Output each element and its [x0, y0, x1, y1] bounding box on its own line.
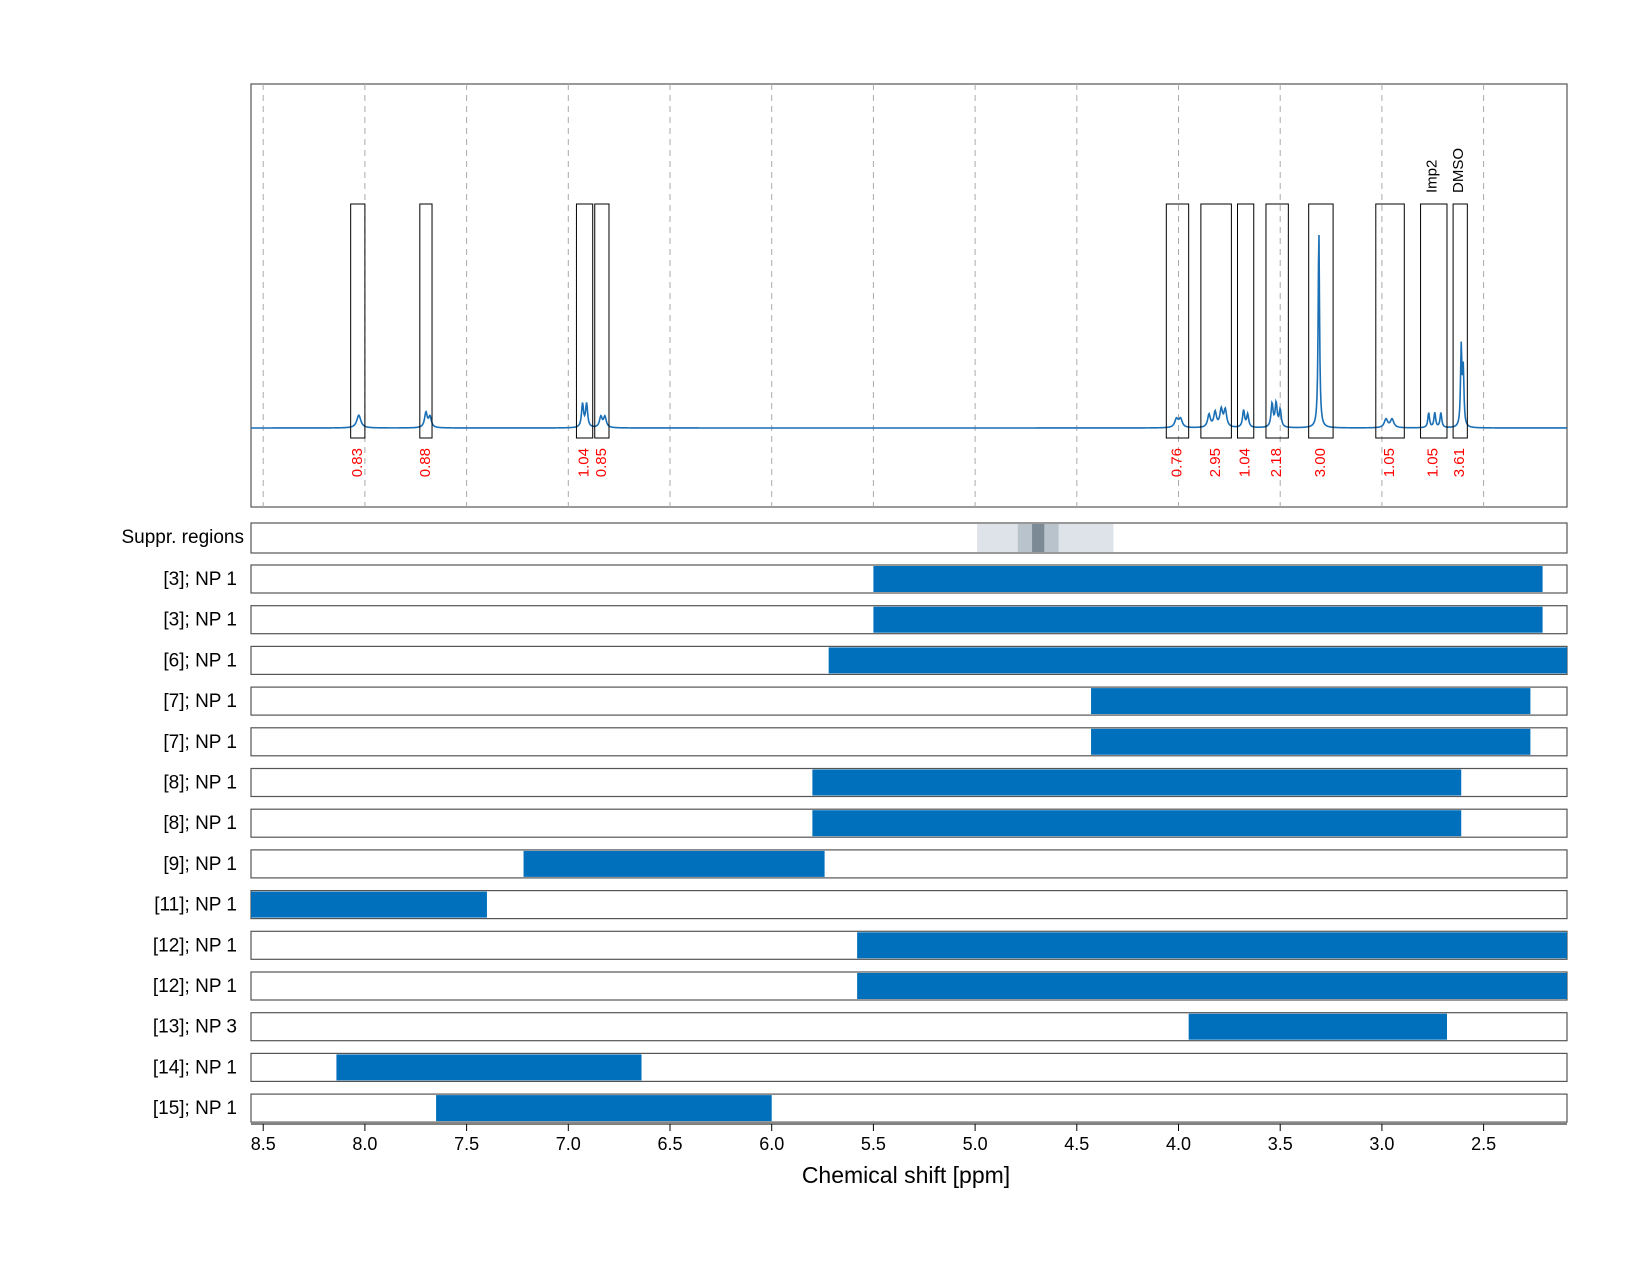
range-bar	[523, 850, 825, 877]
range-row-label: [3]; NP 1	[163, 610, 237, 631]
integral-box	[1420, 203, 1448, 439]
integral-value: 0.76	[1168, 448, 1185, 477]
integral-box	[1375, 203, 1405, 439]
range-row-label: [12]; NP 1	[153, 976, 237, 997]
integral-box	[1165, 203, 1190, 439]
range-bar	[336, 1054, 642, 1081]
spectrum-line	[251, 234, 1567, 429]
range-row-label: [13]; NP 3	[153, 1017, 237, 1038]
range-bar	[1188, 1013, 1447, 1040]
range-bar	[873, 566, 1543, 592]
x-tick-label: 7.5	[454, 1134, 479, 1154]
range-row-label: [7]; NP 1	[163, 732, 237, 753]
integral-value: 1.05	[1381, 448, 1398, 477]
x-axis: 8.5 8.0 7.5 7.0 6.5 6.0 5.5 5.0 4.5 4.0 3.5 3.0 2.5	[251, 1123, 1567, 1154]
integral-value: 0.85	[593, 448, 610, 477]
x-tick-label: 4.0	[1166, 1134, 1191, 1154]
range-bar	[857, 932, 1567, 959]
spectrum-frame	[250, 83, 1568, 508]
integral-box	[1452, 203, 1468, 439]
integral-value: 3.00	[1312, 448, 1329, 477]
integral-value: 0.83	[349, 448, 366, 477]
range-row-label: [14]; NP 1	[153, 1057, 237, 1078]
integral-value: 1.05	[1425, 448, 1442, 477]
integral-value: 1.04	[1237, 448, 1254, 477]
integral-box	[594, 203, 610, 439]
integral-box	[350, 203, 366, 439]
x-tick-label: 6.0	[759, 1134, 784, 1154]
suppression-row-label: Suppr. regions	[121, 527, 244, 548]
range-bar	[251, 891, 487, 918]
x-tick-label: 7.0	[556, 1134, 581, 1154]
range-row-label: [6]; NP 1	[163, 650, 237, 671]
x-tick-label: 3.0	[1369, 1134, 1394, 1154]
x-tick-label: 3.5	[1268, 1134, 1293, 1154]
ranges-panel: Suppr. regions [3]; NP 1 [3]; NP 1 [6]; NP …	[121, 522, 1568, 1123]
integral-value: 2.18	[1268, 448, 1285, 477]
range-bar	[1091, 728, 1531, 755]
x-tick-label: 2.5	[1471, 1134, 1496, 1154]
range-row-frame	[250, 849, 1568, 879]
peak-annotation: Imp2	[1424, 160, 1441, 193]
range-bar	[828, 647, 1567, 674]
range-bar	[1091, 688, 1531, 715]
integral-box	[1236, 203, 1255, 439]
x-tick-label: 5.5	[861, 1134, 886, 1154]
range-bar	[812, 810, 1462, 837]
range-row-label: [3]; NP 1	[163, 569, 237, 590]
integral-box	[419, 203, 433, 439]
integral-value: 1.04	[576, 448, 593, 477]
integral-value: 3.61	[1451, 448, 1468, 477]
range-row-label: [7]; NP 1	[163, 691, 237, 712]
range-row-label: [9]; NP 1	[163, 854, 237, 875]
suppression-region	[1032, 524, 1045, 552]
range-bar	[857, 973, 1567, 999]
peak-annotation: DMSO	[1450, 148, 1467, 193]
range-row-label: [8]; NP 1	[163, 773, 237, 794]
x-tick-label: 8.0	[352, 1134, 377, 1154]
integral-value: 0.88	[417, 448, 434, 477]
integral-value: 2.95	[1207, 448, 1224, 477]
range-row-label: [11]; NP 1	[154, 895, 237, 916]
integral-box	[1265, 203, 1289, 439]
integral-box	[575, 203, 594, 439]
x-tick-label: 8.5	[251, 1134, 276, 1154]
x-tick-label: 4.5	[1064, 1134, 1089, 1154]
x-axis-title: Chemical shift [ppm]	[802, 1162, 1010, 1188]
range-bar	[436, 1095, 772, 1122]
spectrum-panel: 0.83 0.88 1.04 0.85 0.76 2.95 1.04 2.18 3.00 1.05…	[250, 83, 1568, 508]
range-bar	[873, 606, 1543, 633]
range-row-label: [12]; NP 1	[153, 935, 237, 956]
integral-box	[1200, 203, 1232, 439]
suppression-frame	[250, 522, 1568, 554]
range-bar	[812, 769, 1462, 796]
x-tick-label: 5.0	[963, 1134, 988, 1154]
range-row-label: [8]; NP 1	[163, 813, 237, 834]
integral-box	[1308, 203, 1334, 439]
x-tick-label: 6.5	[657, 1134, 682, 1154]
range-row-label: [15]; NP 1	[153, 1098, 237, 1119]
